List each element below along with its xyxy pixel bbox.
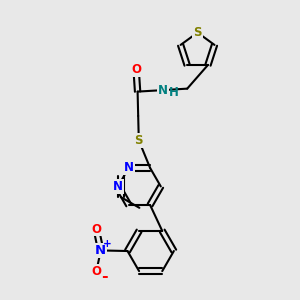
Text: -: - [101,269,108,284]
Text: H: H [169,86,179,99]
Text: N: N [95,244,106,257]
Text: N: N [158,84,168,97]
Text: O: O [91,223,101,236]
Text: +: + [103,239,112,249]
Text: N: N [124,161,134,174]
Text: S: S [193,26,202,39]
Text: O: O [91,265,101,278]
Text: S: S [134,134,143,147]
Text: O: O [131,63,141,76]
Text: N: N [113,180,123,193]
